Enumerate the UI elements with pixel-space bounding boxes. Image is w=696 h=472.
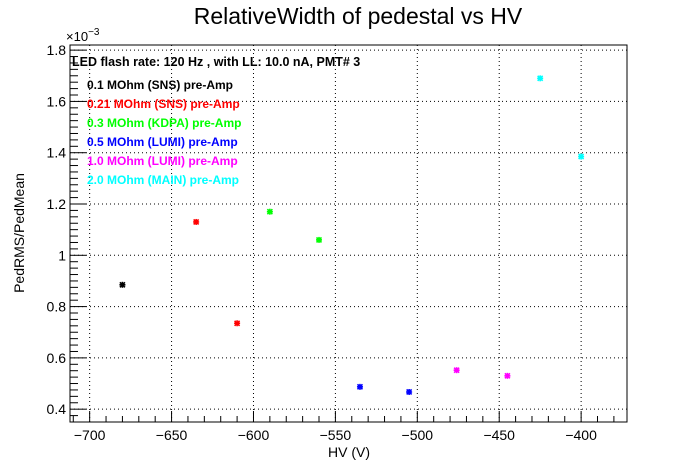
legend-header: LED flash rate: 120 Hz , with LL: 10.0 n… — [72, 55, 360, 69]
legend-entry: 0.3 MOhm (KDPA) pre-Amp — [87, 116, 241, 130]
x-ticks: −700 −650 −600 −550 −500 −450 −400 — [72, 411, 615, 443]
legend-entry: 0.5 MOhm (LUMI) pre-Amp — [87, 135, 238, 149]
x-tick-label: −500 — [402, 427, 434, 443]
data-point — [356, 383, 364, 390]
data-point — [453, 367, 460, 374]
y-tick-label: 1.6 — [47, 93, 67, 109]
x-tick-label: −600 — [238, 427, 270, 443]
data-points — [119, 75, 585, 396]
y-tick-label: 1 — [58, 247, 66, 263]
x-tick-label: −550 — [320, 427, 352, 443]
x-tick-label: −400 — [565, 427, 597, 443]
data-point — [406, 388, 413, 396]
y-tick-label: 1.8 — [47, 42, 67, 58]
y-tick-label: 1.2 — [47, 196, 67, 212]
y-axis-label: PedRMS/PedMean — [11, 173, 27, 293]
y-ticks: 0.4 0.6 0.8 1 1.2 1.4 1.6 1.8 — [47, 42, 86, 423]
legend-entry: 0.1 MOhm (SNS) pre-Amp — [87, 78, 233, 92]
data-point — [504, 372, 511, 379]
y-multiplier: ×10−3 — [66, 27, 100, 44]
legend: LED flash rate: 120 Hz , with LL: 10.0 n… — [72, 55, 360, 187]
plot-frame — [69, 44, 628, 423]
data-point — [193, 218, 200, 226]
x-tick-label: −650 — [156, 427, 188, 443]
grid — [70, 45, 627, 422]
legend-entry: 0.21 MOhm (SNS) pre-Amp — [87, 97, 240, 111]
data-point — [119, 281, 126, 288]
x-axis-label: HV (V) — [328, 444, 370, 460]
x-tick-label: −700 — [74, 427, 106, 443]
data-point — [234, 320, 241, 327]
data-point — [578, 153, 585, 160]
data-point — [315, 236, 323, 243]
data-point — [266, 208, 273, 215]
y-tick-label: 1.4 — [47, 145, 67, 161]
legend-entry: 1.0 MOhm (LUMI) pre-Amp — [87, 154, 238, 168]
data-point — [537, 75, 544, 82]
legend-entry: 2.0 MOhm (MAIN) pre-Amp — [87, 173, 239, 187]
y-tick-label: 0.6 — [47, 350, 67, 366]
y-tick-label: 0.4 — [47, 401, 67, 417]
x-tick-label: −450 — [483, 427, 515, 443]
chart-title: RelativeWidth of pedestal vs HV — [194, 3, 523, 29]
y-tick-label: 0.8 — [47, 299, 67, 315]
